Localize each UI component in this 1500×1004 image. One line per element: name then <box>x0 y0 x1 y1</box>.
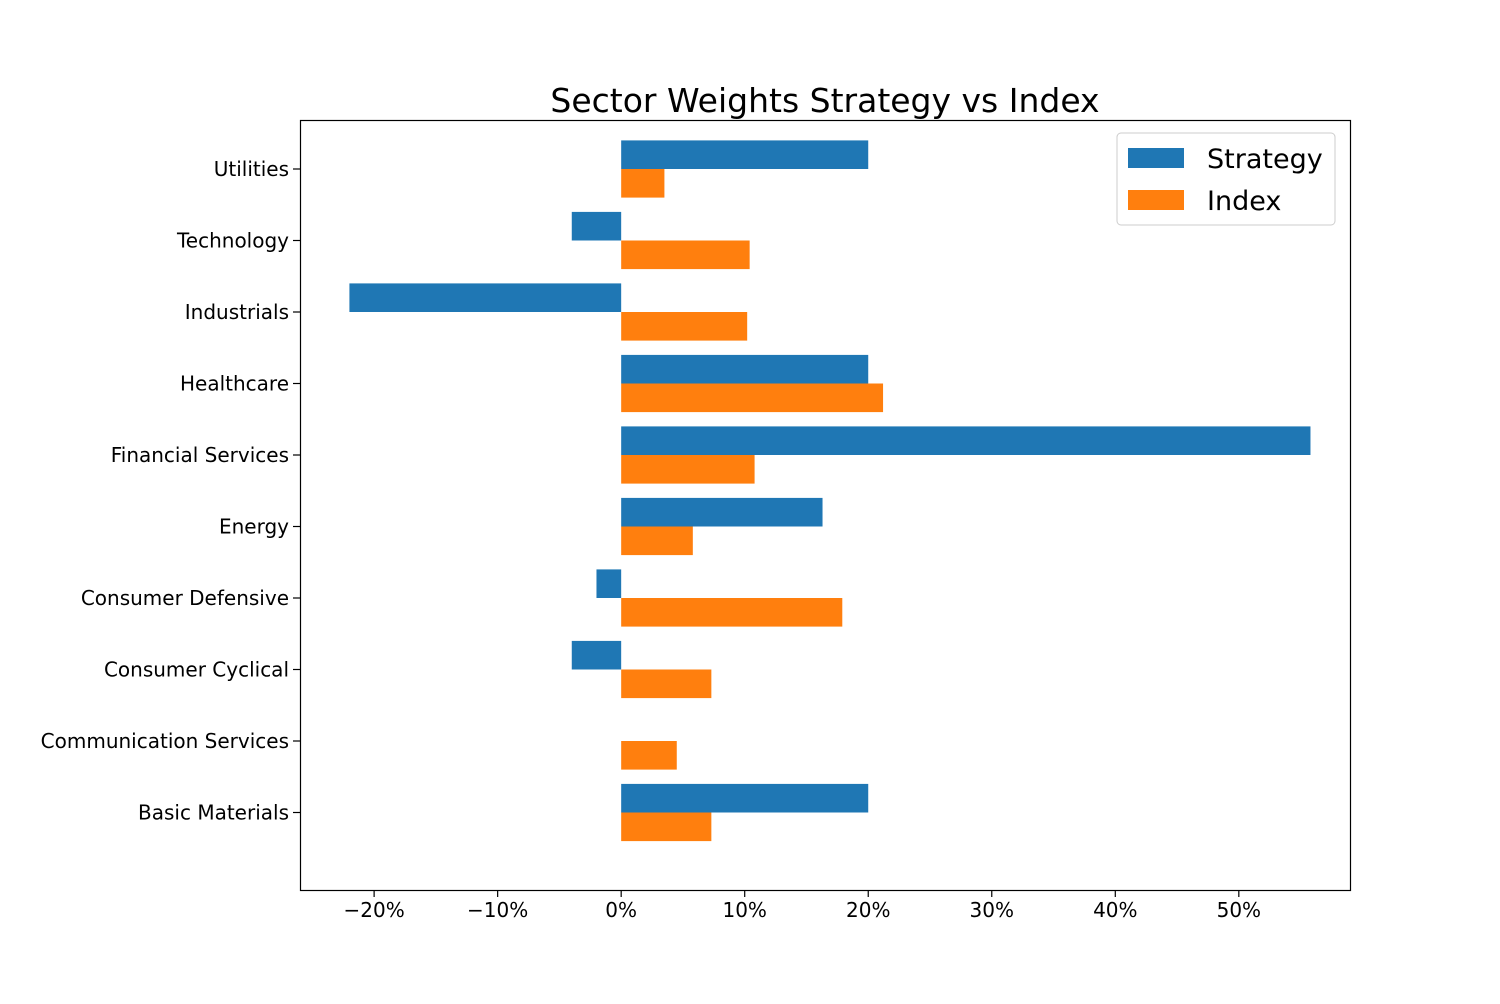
x-tick-label: −20% <box>344 898 405 922</box>
x-tick-label: −10% <box>467 898 528 922</box>
bar-index-industrials <box>621 312 748 341</box>
bar-index-technology <box>621 240 750 270</box>
y-axis: Basic Materials Communication Services Con… <box>41 157 300 825</box>
bar-index-utilities <box>621 169 665 198</box>
legend-label-strategy: Strategy <box>1207 144 1323 175</box>
legend-label-index: Index <box>1207 186 1281 217</box>
bar-index-basic-materials <box>621 812 712 842</box>
legend-swatch-strategy <box>1128 148 1184 168</box>
y-tick-label-financial-services: Financial Services <box>111 443 289 467</box>
bar-index-consumer-cyclical <box>621 669 712 699</box>
x-tick-label: 20% <box>846 898 890 922</box>
bar-strategy-financial-services <box>621 426 1311 455</box>
bar-strategy-energy <box>621 497 823 527</box>
bar-index-healthcare <box>621 383 884 413</box>
x-tick-label: 0% <box>605 898 637 922</box>
bar-strategy-consumer-defensive <box>596 569 622 598</box>
y-tick-label-communication-services: Communication Services <box>41 729 289 753</box>
x-tick-label: 30% <box>970 898 1014 922</box>
plot-frame <box>299 119 1352 892</box>
chart-title: Sector Weights Strategy vs Index <box>550 81 1099 120</box>
y-tick-label-healthcare: Healthcare <box>180 372 289 396</box>
y-tick-label-industrials: Industrials <box>185 300 289 324</box>
x-axis: −20% −10% 0% 10% 20% 30% 40% 50% <box>344 890 1261 922</box>
legend-swatch-index <box>1128 190 1184 210</box>
bar-strategy-industrials <box>349 283 622 312</box>
bars-layer <box>349 140 1311 842</box>
y-tick-label-consumer-defensive: Consumer Defensive <box>81 586 289 610</box>
legend: Strategy Index <box>1116 132 1336 226</box>
bar-strategy-healthcare <box>621 354 869 384</box>
bar-strategy-basic-materials <box>621 783 869 813</box>
x-tick-label: 40% <box>1093 898 1137 922</box>
bar-index-financial-services <box>621 455 755 484</box>
y-tick-label-technology: Technology <box>176 229 289 253</box>
y-tick-label-consumer-cyclical: Consumer Cyclical <box>104 658 289 682</box>
bar-index-communication-services <box>621 741 677 770</box>
y-tick-label-basic-materials: Basic Materials <box>138 801 289 825</box>
y-tick-label-utilities: Utilities <box>214 157 289 181</box>
bar-strategy-consumer-cyclical <box>571 640 622 670</box>
bar-strategy-technology <box>571 211 622 241</box>
x-tick-label: 50% <box>1217 898 1261 922</box>
bar-strategy-utilities <box>621 140 869 169</box>
bar-index-energy <box>621 526 693 556</box>
y-tick-label-energy: Energy <box>219 515 289 539</box>
bar-index-consumer-defensive <box>621 598 843 627</box>
x-tick-label: 10% <box>722 898 766 922</box>
